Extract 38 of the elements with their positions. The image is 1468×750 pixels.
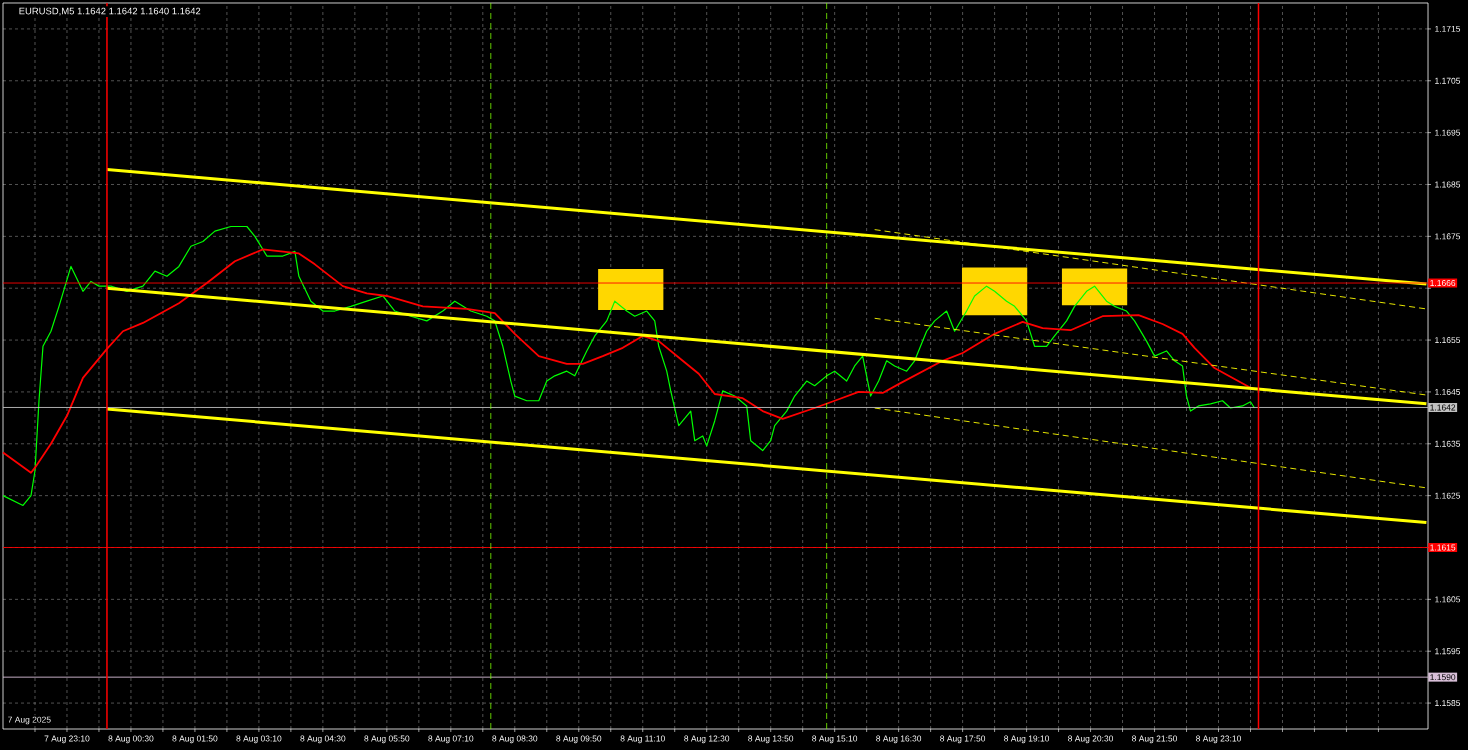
x-tick-label: 8 Aug 13:50 [748,735,794,744]
y-tick-label: 1.1685 [1435,181,1461,188]
y-tick-label: 1.1635 [1435,440,1461,447]
y-tick-label: 1.1655 [1435,337,1461,344]
x-tick-label: 8 Aug 16:30 [876,735,922,744]
x-tick-label: 8 Aug 17:50 [940,735,986,744]
x-tick-label: 8 Aug 01:50 [172,735,218,744]
x-tick-label: 8 Aug 03:10 [236,735,282,744]
ref-line-label: 1.1666 [1430,280,1456,287]
annotation: 7 Aug 2025 [8,716,51,725]
y-tick-label: 1.1645 [1435,388,1461,395]
y-tick-label: 1.1705 [1435,77,1461,84]
y-tick-label: 1.1625 [1435,492,1461,499]
x-tick-label: 8 Aug 08:30 [492,735,538,744]
y-tick-label: 1.1715 [1435,25,1461,32]
x-tick-label: 8 Aug 07:10 [428,735,474,744]
y-tick-label: 1.1605 [1435,596,1461,603]
y-tick-label: 1.1695 [1435,129,1461,136]
x-tick-label: 8 Aug 04:30 [300,735,346,744]
x-tick-label: 8 Aug 15:10 [812,735,858,744]
chart-title: EURUSD,M5 1.1642 1.1642 1.1640 1.1642 [19,7,201,16]
x-tick-label: 8 Aug 00:30 [108,735,154,744]
ref-line-label: 1.1642 [1430,404,1456,411]
x-tick-label: 8 Aug 21:50 [1132,735,1178,744]
x-tick-label: 8 Aug 19:10 [1004,735,1050,744]
y-tick-label: 1.1585 [1435,700,1461,707]
y-tick-label: 1.1595 [1435,648,1461,655]
ref-line-label: 1.1590 [1430,674,1456,681]
ref-line-label: 1.1615 [1430,544,1456,551]
x-tick-label: 8 Aug 12:30 [684,735,730,744]
y-tick-label: 1.1675 [1435,233,1461,240]
x-tick-label: 8 Aug 23:10 [1196,735,1241,744]
x-tick-label: 8 Aug 05:50 [364,735,410,744]
x-tick-label: 8 Aug 09:50 [556,735,602,744]
x-tick-label: 8 Aug 20:30 [1068,735,1114,744]
line-series [2,225,1256,507]
x-tick-label: 7 Aug 23:10 [44,735,90,744]
x-tick-label: 8 Aug 11:10 [620,735,665,744]
